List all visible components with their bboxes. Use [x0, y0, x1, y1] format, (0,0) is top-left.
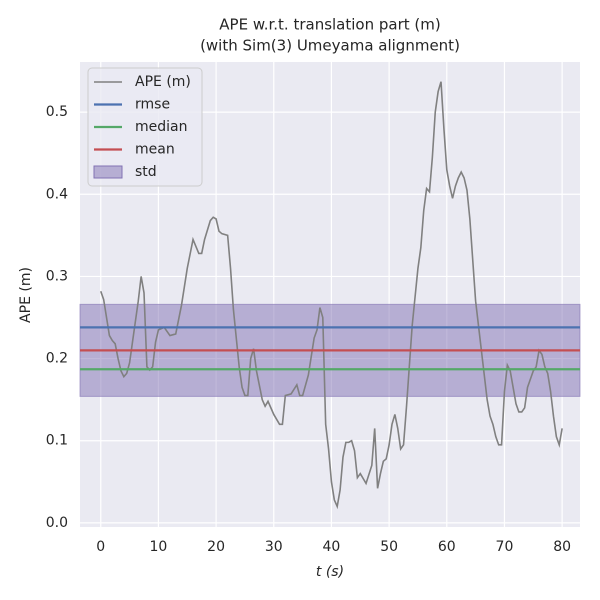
- y-tick-label: 0.2: [46, 351, 68, 367]
- x-tick-label: 20: [207, 539, 225, 555]
- x-tick-label: 80: [553, 539, 571, 555]
- y-tick-label: 0.4: [46, 186, 68, 202]
- x-tick-label: 50: [380, 539, 398, 555]
- chart-title: APE w.r.t. translation part (m): [219, 16, 440, 34]
- legend: APE (m) rmse median mean std: [87, 67, 203, 187]
- x-tick-label: 0: [96, 539, 105, 555]
- legend-label: mean: [135, 142, 175, 158]
- legend-swatch: [93, 165, 123, 179]
- y-axis-label: APE (m): [18, 267, 34, 323]
- legend-label: rmse: [135, 97, 170, 113]
- legend-label: APE (m): [135, 74, 191, 90]
- y-tick-label: 0.3: [46, 268, 68, 284]
- legend-label: std: [135, 164, 157, 180]
- marks: [79, 81, 581, 510]
- x-tick-label: 30: [265, 539, 283, 555]
- chart-subtitle: (with Sim(3) Umeyama alignment): [200, 37, 460, 55]
- x-axis-label: t (s): [316, 564, 344, 580]
- y-tick-label: 0.1: [46, 433, 68, 449]
- x-tick-label: 70: [496, 539, 514, 555]
- y-tick-label: 0.0: [46, 515, 68, 531]
- legend-label: median: [135, 119, 187, 135]
- legend-box: [87, 67, 203, 187]
- x-tick-label: 10: [150, 539, 168, 555]
- x-tick-label: 60: [438, 539, 456, 555]
- x-tick-label: 40: [323, 539, 341, 555]
- y-tick-label: 0.5: [46, 104, 68, 120]
- ape-line: [100, 81, 563, 510]
